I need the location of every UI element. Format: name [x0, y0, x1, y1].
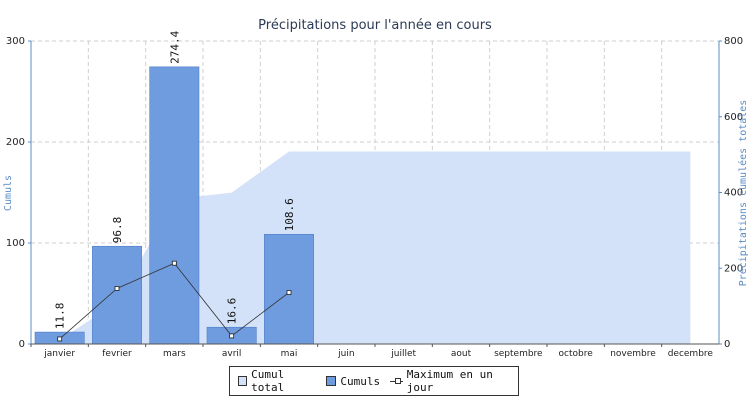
y2-axis-label: Précipitations cumulées totales — [737, 100, 749, 287]
legend-swatch-line — [390, 376, 403, 386]
x-tick-label: juillet — [390, 349, 416, 359]
cumul-total-area-path — [59, 151, 691, 344]
x-tick-label: septembre — [494, 349, 543, 359]
chart-legend: Cumul total Cumuls Maximum en un jour — [229, 366, 519, 396]
legend-swatch-area — [238, 376, 248, 386]
legend-swatch-bar — [326, 376, 337, 386]
bar — [92, 245, 142, 345]
bar — [264, 234, 314, 345]
y-tick-label: 300 — [6, 36, 25, 47]
maximum-line — [57, 260, 292, 342]
legend-item-maximum: Maximum en un jour — [390, 368, 514, 394]
legend-label: Maximum en un jour — [406, 368, 493, 394]
bar-value-label: 274.4 — [168, 30, 181, 63]
bar-value-label: 16.6 — [226, 298, 239, 325]
x-tick-label: octobre — [559, 349, 594, 359]
maximum-point — [286, 290, 292, 295]
bar-value-label: 11.8 — [54, 303, 67, 330]
data-labels: 11.8 96.8 274.4 16.6 108.6 — [54, 30, 296, 329]
x-tick-label: janvier — [43, 349, 75, 359]
x-tick-label: mars — [163, 349, 186, 359]
y2-tick-label: 0 — [724, 339, 730, 350]
cumuls-bars — [34, 66, 314, 345]
bar-value-label: 108.6 — [283, 198, 296, 231]
y2-tick-label: 200 — [724, 263, 743, 274]
maximum-point — [57, 336, 63, 342]
maximum-point — [229, 333, 235, 339]
x-tick-label: decembre — [668, 349, 714, 359]
legend-item-cumuls: Cumuls — [326, 375, 380, 388]
cumul-total-area — [59, 151, 691, 344]
y2-tick-label: 800 — [724, 36, 743, 47]
y-tick-label: 0 — [19, 339, 25, 350]
bar — [149, 66, 200, 345]
y2-tick-label: 600 — [724, 112, 743, 123]
y2-tick-label: 400 — [724, 188, 743, 199]
x-tick-label: juin — [337, 349, 354, 359]
maximum-point — [171, 260, 177, 266]
legend-label: Cumuls — [340, 374, 381, 388]
x-tick-label: novembre — [610, 349, 656, 359]
bar-value-label: 96.8 — [111, 217, 124, 244]
y-tick-label: 200 — [6, 137, 25, 148]
x-tick-label: mai — [281, 349, 298, 359]
chart-axes: 0 100 200 300 0 200 400 600 800 janvier fevrier mar… — [6, 36, 743, 359]
x-tick-label: aout — [451, 349, 472, 359]
legend-label: Cumul total — [251, 368, 285, 394]
x-tick-label: fevrier — [102, 349, 132, 359]
y-tick-label: 100 — [6, 238, 25, 249]
chart-title: Précipitations pour l'année en cours — [258, 18, 492, 33]
legend-item-cumul-total: Cumul total — [238, 368, 316, 394]
maximum-point — [114, 286, 120, 291]
y-axis-label: Cumuls — [3, 175, 14, 211]
x-tick-label: avril — [222, 349, 242, 359]
